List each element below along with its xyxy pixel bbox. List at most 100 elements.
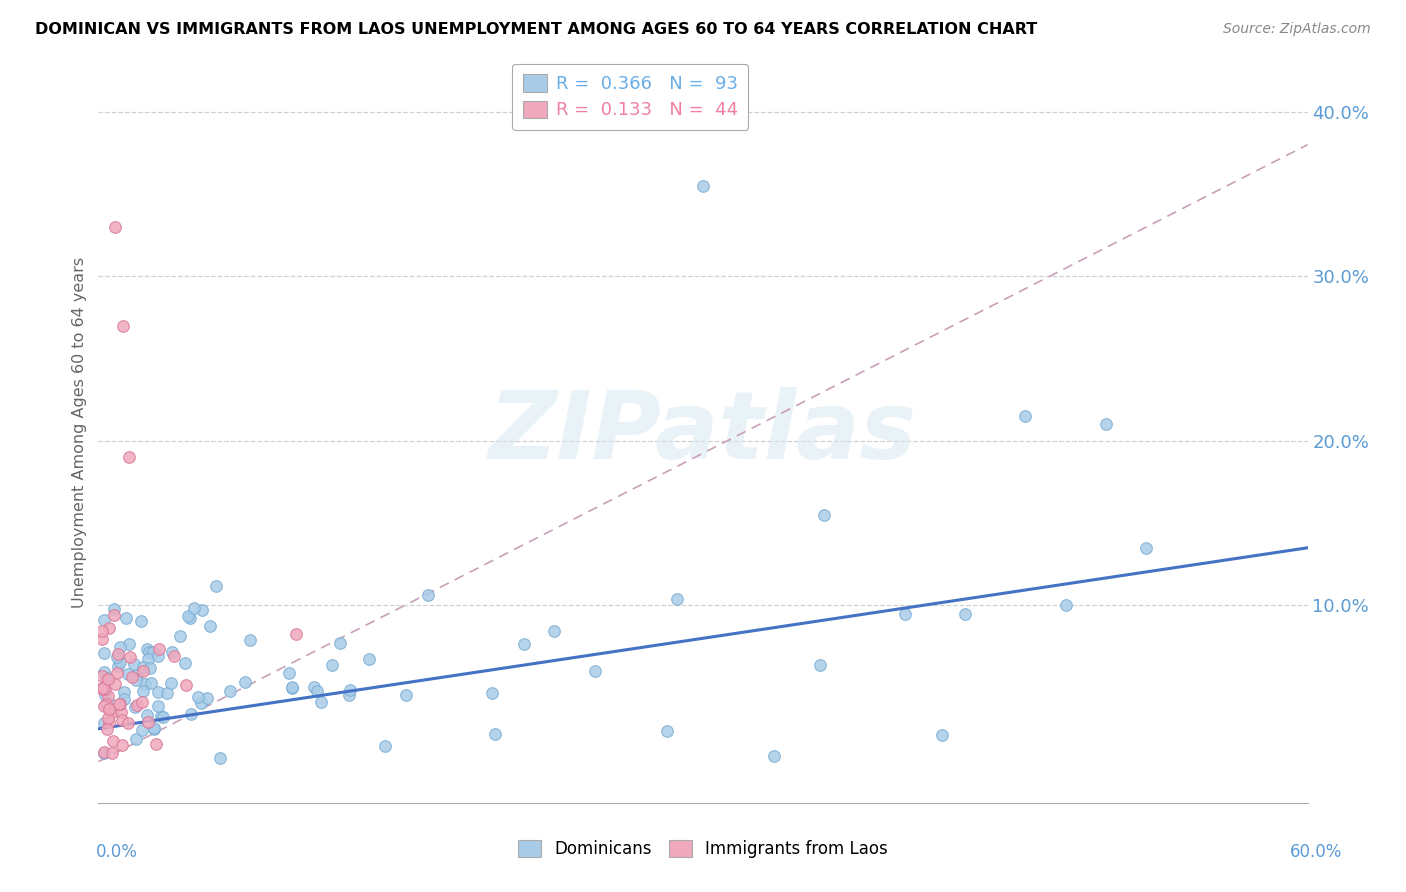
Point xyxy=(176,609,198,624)
Point xyxy=(953,607,976,621)
Point xyxy=(121,669,143,683)
Point xyxy=(148,642,170,657)
Point xyxy=(305,683,328,698)
Point xyxy=(108,640,131,655)
Point xyxy=(138,645,160,659)
Point xyxy=(666,591,689,606)
Point xyxy=(94,688,117,702)
Point xyxy=(124,700,146,714)
Point xyxy=(173,657,195,671)
Point xyxy=(118,637,141,651)
Point xyxy=(134,676,156,690)
Point xyxy=(131,695,153,709)
Y-axis label: Unemployment Among Ages 60 to 64 years: Unemployment Among Ages 60 to 64 years xyxy=(72,257,87,608)
Point xyxy=(808,657,831,672)
Point xyxy=(931,728,953,742)
Point xyxy=(142,644,165,658)
Point xyxy=(136,708,159,723)
Point xyxy=(200,619,222,633)
Point xyxy=(139,661,162,675)
Point xyxy=(302,681,325,695)
Point xyxy=(152,710,174,724)
Point xyxy=(114,610,136,624)
Point xyxy=(97,711,120,725)
Point xyxy=(1135,541,1157,555)
Point xyxy=(278,665,301,680)
Point xyxy=(101,746,124,760)
Point xyxy=(111,318,134,333)
Legend: Dominicans, Immigrants from Laos: Dominicans, Immigrants from Laos xyxy=(512,833,894,865)
Point xyxy=(117,667,139,681)
Point xyxy=(91,681,114,695)
Point xyxy=(190,696,212,710)
Point xyxy=(122,657,145,671)
Point xyxy=(233,674,256,689)
Point xyxy=(135,642,157,657)
Point xyxy=(93,715,115,730)
Point xyxy=(105,666,128,681)
Point xyxy=(357,652,380,666)
Point xyxy=(105,649,128,664)
Point xyxy=(205,579,228,593)
Point xyxy=(813,508,835,522)
Point xyxy=(149,709,172,723)
Point xyxy=(112,685,135,699)
Point xyxy=(103,601,125,615)
Point xyxy=(187,690,209,704)
Point xyxy=(111,713,134,727)
Point xyxy=(118,649,141,664)
Point xyxy=(1095,417,1118,432)
Point xyxy=(281,681,304,695)
Point xyxy=(893,607,915,621)
Point xyxy=(416,588,439,602)
Point xyxy=(93,745,115,759)
Point xyxy=(481,686,503,700)
Point xyxy=(180,707,202,722)
Point xyxy=(91,681,114,696)
Point xyxy=(146,684,169,698)
Point xyxy=(281,681,304,695)
Point xyxy=(132,660,155,674)
Point xyxy=(97,673,120,687)
Point xyxy=(91,669,114,683)
Point xyxy=(91,624,114,638)
Point xyxy=(395,688,418,702)
Point xyxy=(148,699,170,714)
Point xyxy=(94,681,117,696)
Point xyxy=(110,705,132,719)
Point xyxy=(159,675,181,690)
Point xyxy=(98,714,121,729)
Point xyxy=(111,738,134,752)
Point xyxy=(107,697,129,711)
Point xyxy=(98,697,121,711)
Point xyxy=(108,656,131,670)
Point xyxy=(321,657,343,672)
Point xyxy=(284,626,307,640)
Point xyxy=(143,721,166,735)
Point xyxy=(484,726,506,740)
Point xyxy=(125,698,148,712)
Text: DOMINICAN VS IMMIGRANTS FROM LAOS UNEMPLOYMENT AMONG AGES 60 TO 64 YEARS CORRELA: DOMINICAN VS IMMIGRANTS FROM LAOS UNEMPL… xyxy=(35,22,1038,37)
Point xyxy=(103,608,125,623)
Point xyxy=(118,450,141,465)
Point xyxy=(91,632,114,646)
Point xyxy=(136,652,159,666)
Point xyxy=(239,632,262,647)
Point xyxy=(195,691,218,706)
Point xyxy=(117,716,139,731)
Point xyxy=(107,658,129,673)
Point xyxy=(125,673,148,687)
Point xyxy=(657,723,679,738)
Point xyxy=(218,684,240,698)
Point xyxy=(101,705,124,719)
Point xyxy=(763,749,786,764)
Point xyxy=(169,629,191,643)
Point xyxy=(96,722,118,736)
Point xyxy=(337,689,360,703)
Point xyxy=(97,689,120,703)
Point xyxy=(103,219,125,234)
Point xyxy=(329,635,352,649)
Point xyxy=(512,637,534,651)
Point xyxy=(93,698,115,713)
Point xyxy=(191,602,214,616)
